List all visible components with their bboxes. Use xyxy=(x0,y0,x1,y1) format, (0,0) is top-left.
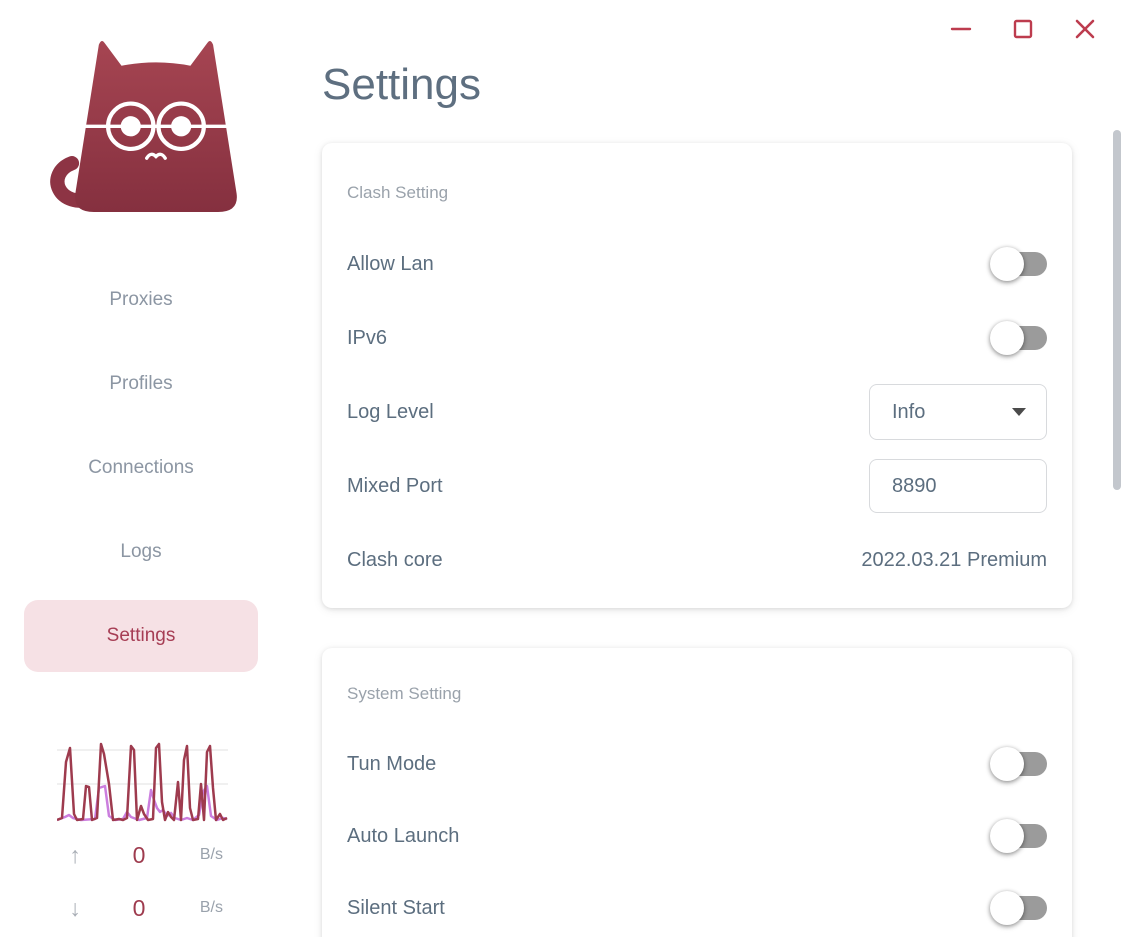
clash-cat-logo xyxy=(35,25,245,225)
upload-stat: ↑ 0 B/s xyxy=(55,840,227,870)
traffic-graph xyxy=(56,740,228,822)
clash-core-version: 2022.03.21 Premium xyxy=(861,548,1047,571)
upload-unit: B/s xyxy=(199,846,223,863)
upload-line xyxy=(56,742,228,822)
window-controls xyxy=(948,16,1098,42)
sidebar-item-label: Connections xyxy=(88,457,194,478)
minimize-icon xyxy=(950,27,972,31)
setting-label: Tun Mode xyxy=(347,752,437,775)
toggle-knob xyxy=(990,819,1024,853)
system-setting-card: System Setting Tun Mode Auto Launch Sile… xyxy=(322,648,1072,937)
close-button[interactable] xyxy=(1072,16,1098,42)
download-stat: ↓ 0 B/s xyxy=(55,893,227,923)
toggle-knob xyxy=(990,247,1024,281)
maximize-button[interactable] xyxy=(1010,16,1036,42)
minimize-button[interactable] xyxy=(948,16,974,42)
sidebar-item-label: Logs xyxy=(120,541,162,562)
sidebar-item-proxies[interactable]: Proxies xyxy=(24,264,258,336)
setting-row-log-level: Log Level Info xyxy=(347,375,1047,449)
card-header: Clash Setting xyxy=(347,183,449,202)
setting-label: Allow Lan xyxy=(347,252,434,275)
allow-lan-toggle[interactable] xyxy=(990,247,1047,281)
setting-label: Log Level xyxy=(347,400,434,423)
silent-start-toggle[interactable] xyxy=(990,891,1047,925)
sidebar-item-label: Profiles xyxy=(109,373,173,394)
setting-row-ipv6: IPv6 xyxy=(347,301,1047,375)
scrollbar-thumb[interactable] xyxy=(1113,130,1121,490)
sidebar-item-logs[interactable]: Logs xyxy=(24,516,258,588)
chevron-down-icon xyxy=(1012,408,1026,416)
log-level-value: Info xyxy=(892,400,926,423)
log-level-select[interactable]: Info xyxy=(869,384,1047,440)
card-header: System Setting xyxy=(347,684,462,703)
setting-label: Mixed Port xyxy=(347,474,443,497)
upload-arrow-icon: ↑ xyxy=(69,841,81,868)
auto-launch-toggle[interactable] xyxy=(990,819,1047,853)
setting-row-auto-launch: Auto Launch xyxy=(347,800,1047,872)
download-value: 0 xyxy=(132,894,146,921)
setting-label: Clash core xyxy=(347,548,443,571)
setting-row-mixed-port: Mixed Port xyxy=(347,449,1047,523)
setting-row-tun-mode: Tun Mode xyxy=(347,728,1047,800)
setting-row-allow-lan: Allow Lan xyxy=(347,227,1047,301)
toggle-knob xyxy=(990,321,1024,355)
mixed-port-input[interactable] xyxy=(869,459,1047,513)
setting-label: IPv6 xyxy=(347,326,388,349)
maximize-icon xyxy=(1013,19,1033,39)
sidebar-item-label: Proxies xyxy=(109,289,173,310)
sidebar-item-connections[interactable]: Connections xyxy=(24,432,258,504)
sidebar-nav: Proxies Profiles Connections Logs Settin… xyxy=(24,264,258,684)
clash-setting-card: Clash Setting Allow Lan IPv6 Log Level I… xyxy=(322,143,1072,608)
toggle-knob xyxy=(990,891,1024,925)
sidebar-item-label: Settings xyxy=(106,625,176,646)
page-title: Settings xyxy=(322,60,481,109)
download-unit: B/s xyxy=(199,899,223,916)
download-arrow-icon: ↓ xyxy=(69,894,81,921)
close-icon xyxy=(1075,19,1095,39)
sidebar: Proxies Profiles Connections Logs Settin… xyxy=(0,0,280,937)
tun-mode-toggle[interactable] xyxy=(990,747,1047,781)
toggle-knob xyxy=(990,747,1024,781)
setting-row-silent-start: Silent Start xyxy=(347,872,1047,937)
setting-label: Silent Start xyxy=(347,896,445,919)
ipv6-toggle[interactable] xyxy=(990,321,1047,355)
upload-value: 0 xyxy=(132,841,146,868)
sidebar-item-profiles[interactable]: Profiles xyxy=(24,348,258,420)
sidebar-item-settings[interactable]: Settings xyxy=(24,600,258,672)
setting-label: Auto Launch xyxy=(347,824,460,847)
setting-row-clash-core: Clash core 2022.03.21 Premium xyxy=(347,523,1047,597)
